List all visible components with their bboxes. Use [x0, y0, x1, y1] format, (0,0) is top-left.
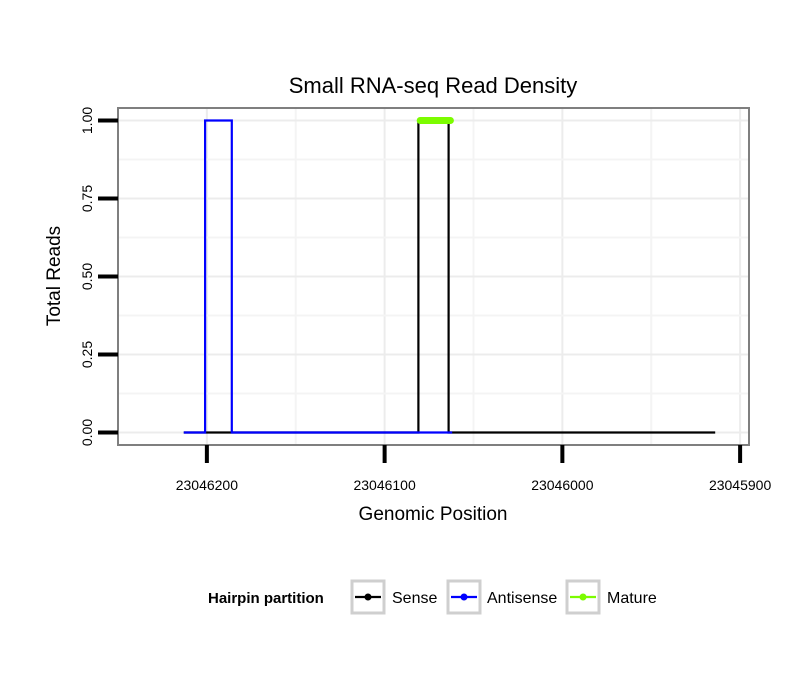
legend-key-point-antisense — [460, 593, 468, 601]
legend-key-point-sense — [364, 593, 372, 601]
gridlines — [118, 108, 749, 445]
x-tick-label: 23046200 — [176, 477, 239, 493]
x-axis-title: Genomic Position — [359, 504, 508, 525]
x-tick-label: 23045900 — [709, 477, 772, 493]
series-layer — [183, 117, 716, 434]
legend-title: Hairpin partition — [208, 590, 324, 607]
legend-label-antisense: Antisense — [487, 590, 557, 607]
legend: Hairpin partition Sense Antisense Mature — [208, 579, 657, 615]
legend-label-sense: Sense — [392, 590, 437, 607]
axes: 23046200 23046100 23046000 23045900 0.00 0.25… — [79, 107, 771, 493]
legend-label-mature: Mature — [607, 590, 657, 607]
legend-key-point-mature — [579, 593, 587, 601]
y-tick-label: 0.00 — [79, 419, 95, 446]
series-line-antisense — [183, 119, 453, 434]
y-axis-title: Total Reads — [44, 226, 65, 326]
x-tick-label: 23046000 — [531, 477, 594, 493]
y-tick-label: 0.75 — [79, 185, 95, 212]
x-tick-label: 23046100 — [353, 477, 416, 493]
y-tick-label: 1.00 — [79, 107, 95, 134]
y-tick-label: 0.50 — [79, 263, 95, 290]
chart-title: Small RNA-seq Read Density — [289, 73, 578, 98]
y-tick-label: 0.25 — [79, 341, 95, 368]
